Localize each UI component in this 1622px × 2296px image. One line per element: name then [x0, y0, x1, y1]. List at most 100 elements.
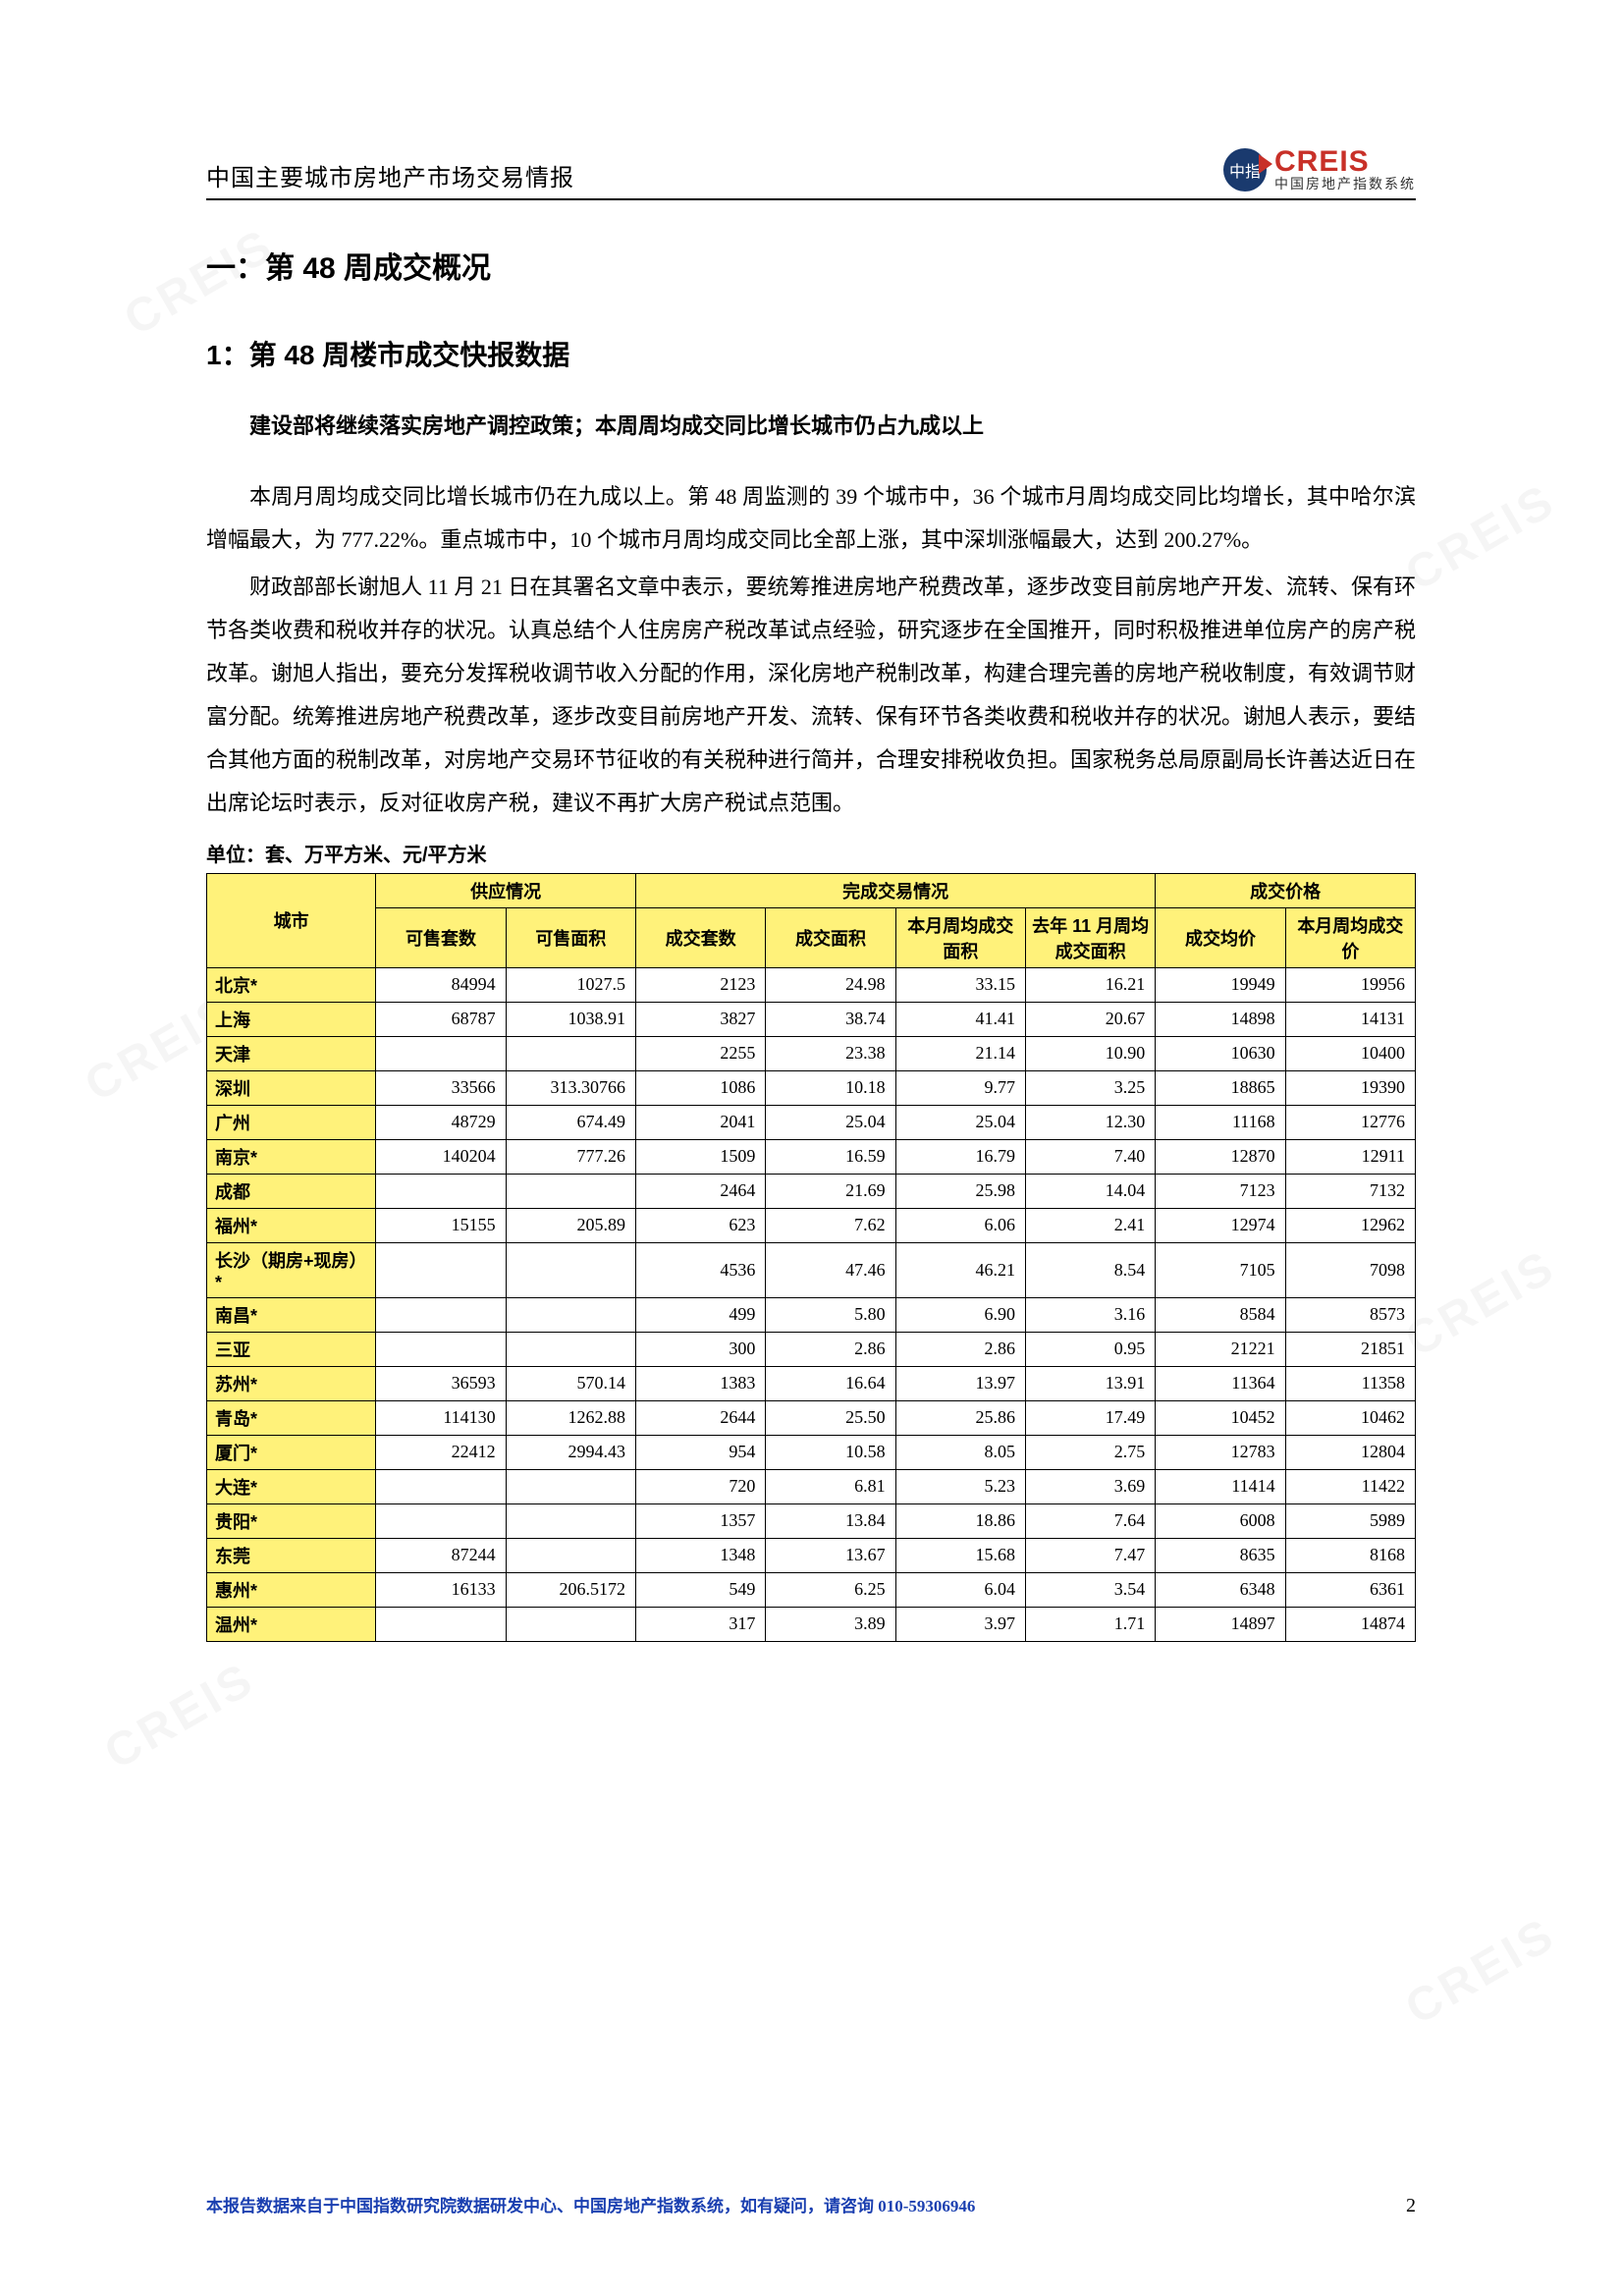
cell-value: 47.46 [766, 1242, 895, 1297]
cell-value: 14.04 [1025, 1174, 1155, 1208]
cell-city: 惠州* [207, 1572, 376, 1607]
th-sub: 成交套数 [635, 907, 765, 967]
cell-value: 14874 [1285, 1607, 1415, 1641]
cell-value: 2.75 [1025, 1435, 1155, 1469]
cell-value: 3.97 [895, 1607, 1025, 1641]
cell-value: 12962 [1285, 1208, 1415, 1242]
cell-value: 7.62 [766, 1208, 895, 1242]
header-title: 中国主要城市房地产市场交易情报 [206, 158, 574, 192]
table-row: 北京*849941027.5212324.9833.1516.211994919… [207, 967, 1416, 1002]
cell-value: 3827 [635, 1002, 765, 1036]
cell-value: 2.86 [895, 1332, 1025, 1366]
cell-value: 114130 [376, 1400, 506, 1435]
cell-city: 深圳 [207, 1070, 376, 1105]
cell-value: 18.86 [895, 1503, 1025, 1538]
cell-value: 206.5172 [506, 1572, 635, 1607]
cell-value: 6348 [1156, 1572, 1285, 1607]
cell-value: 10.18 [766, 1070, 895, 1105]
cell-value [506, 1332, 635, 1366]
cell-value: 1.71 [1025, 1607, 1155, 1641]
cell-value: 8.05 [895, 1435, 1025, 1469]
cell-value: 23.38 [766, 1036, 895, 1070]
body-paragraph: 财政部部长谢旭人 11 月 21 日在其署名文章中表示，要统筹推进房地产税费改革… [206, 566, 1416, 825]
page-header: 中国主要城市房地产市场交易情报 中指 CREIS 中国房地产指数系统 [206, 147, 1416, 200]
cell-value: 1348 [635, 1538, 765, 1572]
cell-value: 4536 [635, 1242, 765, 1297]
th-sub: 本月周均成交面积 [895, 907, 1025, 967]
cell-value: 11422 [1285, 1469, 1415, 1503]
th-sub: 成交面积 [766, 907, 895, 967]
cell-value: 12783 [1156, 1435, 1285, 1469]
cell-value: 19956 [1285, 967, 1415, 1002]
cell-value: 12974 [1156, 1208, 1285, 1242]
table-row: 苏州*36593570.14138316.6413.9713.911136411… [207, 1366, 1416, 1400]
cell-city: 南京* [207, 1139, 376, 1174]
cell-value: 8584 [1156, 1297, 1285, 1332]
cell-value [376, 1332, 506, 1366]
cell-value: 6.90 [895, 1297, 1025, 1332]
cell-value: 5.80 [766, 1297, 895, 1332]
cell-value: 7.47 [1025, 1538, 1155, 1572]
cell-value: 41.41 [895, 1002, 1025, 1036]
th-sub: 成交均价 [1156, 907, 1285, 967]
cell-value: 14131 [1285, 1002, 1415, 1036]
cell-value: 674.49 [506, 1105, 635, 1139]
cell-value [376, 1469, 506, 1503]
cell-value: 25.50 [766, 1400, 895, 1435]
page-number: 2 [1406, 2195, 1416, 2217]
cell-value: 3.25 [1025, 1070, 1155, 1105]
cell-value [506, 1503, 635, 1538]
cell-value: 7.40 [1025, 1139, 1155, 1174]
cell-city: 苏州* [207, 1366, 376, 1400]
cell-value: 5.23 [895, 1469, 1025, 1503]
cell-value: 8.54 [1025, 1242, 1155, 1297]
th-sub: 可售面积 [506, 907, 635, 967]
cell-city: 北京* [207, 967, 376, 1002]
cell-value: 6.06 [895, 1208, 1025, 1242]
cell-value: 18865 [1156, 1070, 1285, 1105]
cell-city: 天津 [207, 1036, 376, 1070]
table-row: 青岛*1141301262.88264425.5025.8617.4910452… [207, 1400, 1416, 1435]
cell-value: 10.90 [1025, 1036, 1155, 1070]
cell-value [376, 1297, 506, 1332]
cell-value [506, 1607, 635, 1641]
cell-value: 1086 [635, 1070, 765, 1105]
section-heading-2: 1：第 48 周楼市成交快报数据 [206, 334, 1416, 373]
table-row: 深圳33566313.30766108610.189.773.251886519… [207, 1070, 1416, 1105]
cell-city: 东莞 [207, 1538, 376, 1572]
cell-value: 7132 [1285, 1174, 1415, 1208]
cell-value: 1383 [635, 1366, 765, 1400]
cell-value: 16133 [376, 1572, 506, 1607]
table-row: 成都246421.6925.9814.0471237132 [207, 1174, 1416, 1208]
cell-value: 9.77 [895, 1070, 1025, 1105]
cell-value: 33566 [376, 1070, 506, 1105]
table-row: 东莞87244134813.6715.687.4786358168 [207, 1538, 1416, 1572]
cell-value: 36593 [376, 1366, 506, 1400]
cell-value: 1038.91 [506, 1002, 635, 1036]
cell-value: 0.95 [1025, 1332, 1155, 1366]
table-row: 大连*7206.815.233.691141411422 [207, 1469, 1416, 1503]
cell-value: 1357 [635, 1503, 765, 1538]
cell-value: 21.69 [766, 1174, 895, 1208]
transaction-table: 城市 供应情况 完成交易情况 成交价格 可售套数 可售面积 成交套数 成交面积 … [206, 873, 1416, 1642]
cell-value: 16.59 [766, 1139, 895, 1174]
cell-value: 10.58 [766, 1435, 895, 1469]
cell-value: 11168 [1156, 1105, 1285, 1139]
cell-value [506, 1538, 635, 1572]
cell-value: 25.86 [895, 1400, 1025, 1435]
cell-value: 20.67 [1025, 1002, 1155, 1036]
cell-value: 12870 [1156, 1139, 1285, 1174]
cell-value: 13.84 [766, 1503, 895, 1538]
table-row: 上海687871038.91382738.7441.4120.671489814… [207, 1002, 1416, 1036]
table-row: 天津225523.3821.1410.901063010400 [207, 1036, 1416, 1070]
cell-value: 19949 [1156, 967, 1285, 1002]
logo-main-text: CREIS [1274, 147, 1416, 177]
cell-city: 厦门* [207, 1435, 376, 1469]
cell-value: 2041 [635, 1105, 765, 1139]
cell-value: 2644 [635, 1400, 765, 1435]
th-price: 成交价格 [1156, 873, 1416, 907]
cell-value: 777.26 [506, 1139, 635, 1174]
cell-value: 720 [635, 1469, 765, 1503]
cell-value: 14898 [1156, 1002, 1285, 1036]
cell-city: 长沙（期房+现房）* [207, 1242, 376, 1297]
